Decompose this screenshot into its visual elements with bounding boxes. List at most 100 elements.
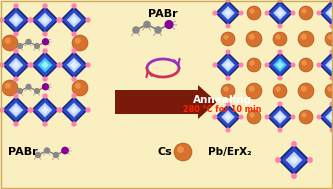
Circle shape <box>275 34 281 40</box>
Circle shape <box>72 35 88 51</box>
Polygon shape <box>70 106 78 114</box>
Polygon shape <box>328 113 333 121</box>
Circle shape <box>247 110 261 124</box>
Circle shape <box>177 146 184 153</box>
Circle shape <box>308 158 312 162</box>
Polygon shape <box>67 103 81 117</box>
Circle shape <box>249 60 255 66</box>
Polygon shape <box>267 0 293 26</box>
Circle shape <box>28 63 32 67</box>
Circle shape <box>239 115 243 119</box>
Polygon shape <box>215 0 241 26</box>
Circle shape <box>226 24 230 28</box>
Circle shape <box>278 50 282 54</box>
Circle shape <box>330 50 333 54</box>
Circle shape <box>299 110 313 124</box>
Circle shape <box>278 76 282 80</box>
Circle shape <box>278 128 282 132</box>
Circle shape <box>317 11 321 15</box>
Polygon shape <box>328 9 333 17</box>
Circle shape <box>2 35 18 51</box>
Polygon shape <box>217 54 239 76</box>
Text: Cs: Cs <box>158 147 173 157</box>
Polygon shape <box>289 156 298 164</box>
Circle shape <box>278 102 282 106</box>
Polygon shape <box>276 9 284 17</box>
Polygon shape <box>319 0 333 26</box>
Circle shape <box>317 115 321 119</box>
Circle shape <box>226 0 230 2</box>
Circle shape <box>14 77 18 81</box>
Polygon shape <box>319 52 333 78</box>
Circle shape <box>265 11 269 15</box>
Circle shape <box>14 4 18 8</box>
Polygon shape <box>70 61 78 69</box>
Polygon shape <box>267 104 293 130</box>
Polygon shape <box>273 6 287 20</box>
Circle shape <box>275 86 281 92</box>
Polygon shape <box>60 96 88 124</box>
Circle shape <box>213 11 217 15</box>
Circle shape <box>226 76 230 80</box>
Polygon shape <box>38 13 52 27</box>
Polygon shape <box>325 110 333 124</box>
Polygon shape <box>221 58 235 72</box>
Polygon shape <box>198 85 217 119</box>
Circle shape <box>28 108 32 112</box>
Circle shape <box>265 63 269 67</box>
Polygon shape <box>63 9 86 32</box>
Polygon shape <box>41 16 49 24</box>
Polygon shape <box>276 113 284 121</box>
Polygon shape <box>70 16 78 24</box>
Polygon shape <box>5 9 28 32</box>
Polygon shape <box>31 96 59 124</box>
Circle shape <box>239 63 243 67</box>
Polygon shape <box>269 106 291 128</box>
Circle shape <box>86 63 90 67</box>
Polygon shape <box>224 9 232 17</box>
Circle shape <box>18 44 22 48</box>
Circle shape <box>330 102 333 106</box>
Polygon shape <box>321 106 333 128</box>
Circle shape <box>5 83 11 89</box>
Circle shape <box>75 38 81 44</box>
Polygon shape <box>215 104 241 130</box>
Text: 280 °C for 10 min: 280 °C for 10 min <box>183 105 262 115</box>
Circle shape <box>278 24 282 28</box>
Polygon shape <box>41 61 49 69</box>
Circle shape <box>223 86 229 92</box>
Circle shape <box>273 32 287 46</box>
Polygon shape <box>217 106 239 128</box>
Circle shape <box>221 84 235 98</box>
Circle shape <box>72 4 76 8</box>
Circle shape <box>226 128 230 132</box>
Circle shape <box>301 34 307 40</box>
Polygon shape <box>34 98 57 122</box>
Polygon shape <box>63 98 86 122</box>
Polygon shape <box>321 54 333 76</box>
Circle shape <box>213 63 217 67</box>
Circle shape <box>72 122 76 126</box>
Polygon shape <box>2 6 30 34</box>
Circle shape <box>14 32 18 36</box>
Circle shape <box>291 11 295 15</box>
Polygon shape <box>221 110 235 124</box>
Polygon shape <box>269 54 291 76</box>
Circle shape <box>278 0 282 2</box>
Circle shape <box>317 63 321 67</box>
Circle shape <box>86 108 90 112</box>
Circle shape <box>28 18 32 22</box>
Circle shape <box>291 63 295 67</box>
Circle shape <box>29 108 33 112</box>
Polygon shape <box>2 96 30 124</box>
Circle shape <box>35 89 39 93</box>
Polygon shape <box>34 53 57 77</box>
Circle shape <box>246 83 262 99</box>
Polygon shape <box>38 103 52 117</box>
Polygon shape <box>31 6 59 34</box>
Circle shape <box>57 108 61 112</box>
Circle shape <box>58 63 62 67</box>
Polygon shape <box>278 144 310 176</box>
Circle shape <box>18 89 22 93</box>
Circle shape <box>43 39 49 45</box>
